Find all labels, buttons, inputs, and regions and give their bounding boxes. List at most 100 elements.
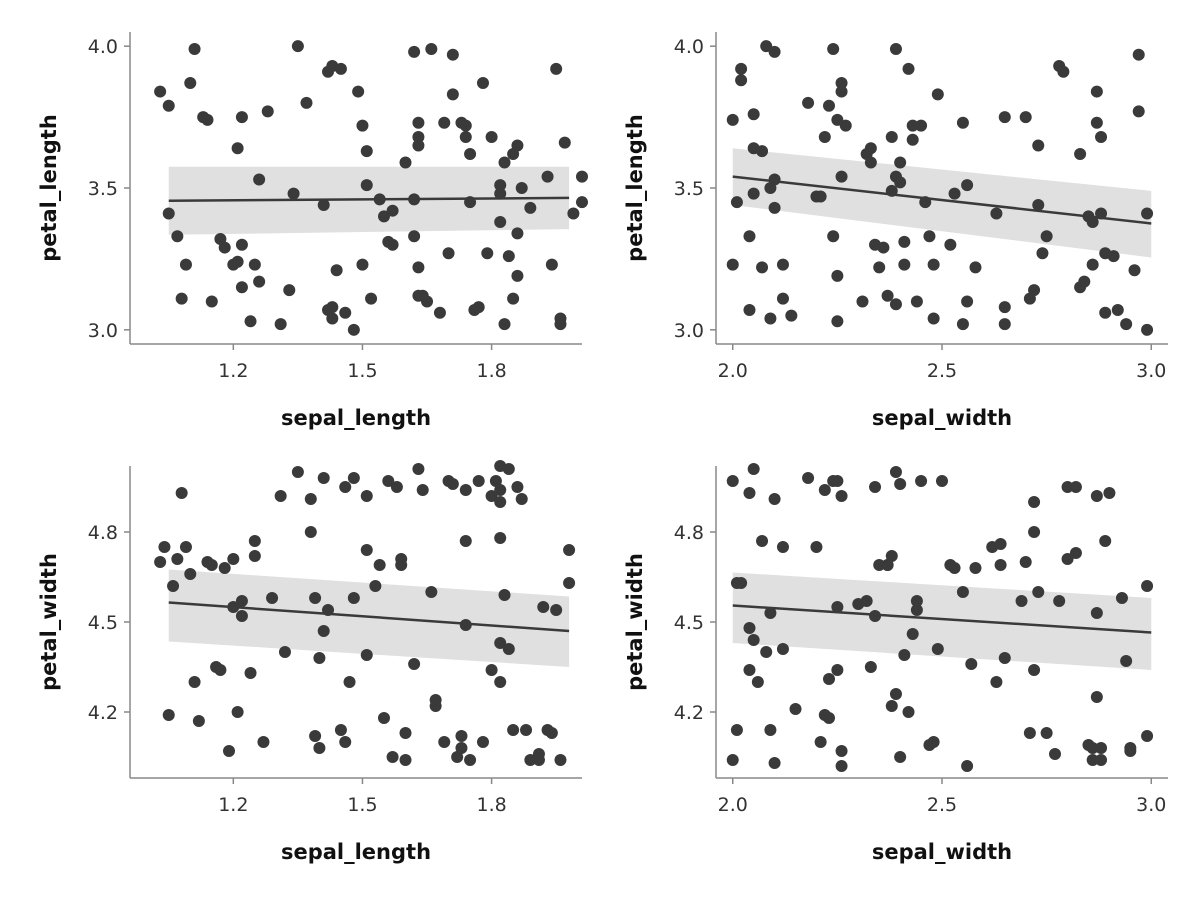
data-point-99 xyxy=(563,577,576,589)
data-point-29 xyxy=(831,269,844,282)
data-point-65 xyxy=(990,676,1003,688)
data-point-86 xyxy=(1090,607,1103,619)
data-point-73 xyxy=(472,301,485,314)
data-point-50 xyxy=(906,628,919,640)
y-tick-label-4-0: 4.0 xyxy=(674,36,704,58)
data-point-93 xyxy=(532,748,545,760)
data-point-42 xyxy=(347,592,360,604)
data-point-61 xyxy=(425,43,438,56)
y-tick-label-4-0: 4.0 xyxy=(88,36,118,58)
data-point-70 xyxy=(998,318,1011,331)
data-point-4 xyxy=(171,553,184,565)
data-point-74 xyxy=(1028,526,1041,538)
data-point-31 xyxy=(309,592,322,604)
x-tick-label-1-8: 1.8 xyxy=(476,360,506,382)
data-point-87 xyxy=(1090,490,1103,502)
data-point-22 xyxy=(253,173,266,186)
data-point-48 xyxy=(373,559,386,571)
data-point-15 xyxy=(768,45,781,58)
data-point-41 xyxy=(877,241,890,254)
data-point-71 xyxy=(998,301,1011,314)
data-point-67 xyxy=(994,559,1007,571)
data-point-94 xyxy=(1107,250,1120,263)
data-point-45 xyxy=(889,43,902,56)
data-point-53 xyxy=(906,133,919,146)
data-point-6 xyxy=(743,303,756,316)
data-point-66 xyxy=(961,295,974,308)
data-point-16 xyxy=(235,238,248,251)
data-point-62 xyxy=(433,306,446,319)
data-point-63 xyxy=(969,562,982,574)
subplot-petal-length-vs-sepal-length: 1.2 1.5 1.8 3.0 3.5 4.0 sepal_length petal_leng… xyxy=(37,32,588,430)
data-point-84 xyxy=(1086,754,1099,766)
data-point-73 xyxy=(1028,496,1041,508)
data-point-82 xyxy=(502,250,515,263)
data-point-85 xyxy=(511,227,524,240)
data-point-46 xyxy=(377,210,390,223)
data-point-88 xyxy=(1090,691,1103,703)
data-point-9 xyxy=(192,715,205,727)
data-point-62 xyxy=(965,658,978,670)
data-point-89 xyxy=(524,201,537,214)
data-point-65 xyxy=(446,48,459,61)
data-point-38 xyxy=(334,724,347,736)
data-point-68 xyxy=(998,652,1011,664)
data-point-3 xyxy=(730,724,743,736)
data-point-78 xyxy=(494,532,507,544)
x-tick-label-1-2: 1.2 xyxy=(218,360,248,382)
subplot-petal-length-vs-sepal-width: 2.0 2.5 3.0 3.0 3.5 4.0 sepal_width petal_lengt… xyxy=(623,32,1168,430)
data-point-43 xyxy=(885,130,898,143)
data-point-97 xyxy=(576,196,588,209)
data-point-28 xyxy=(831,664,844,676)
data-point-14 xyxy=(231,142,244,155)
regression-line xyxy=(168,601,570,633)
data-point-7 xyxy=(743,487,756,499)
data-point-21 xyxy=(253,275,266,288)
data-point-11 xyxy=(205,559,218,571)
data-point-1 xyxy=(726,258,739,271)
data-point-46 xyxy=(360,649,373,661)
data-point-9 xyxy=(747,463,760,475)
data-point-0 xyxy=(154,85,167,98)
confidence-band xyxy=(168,166,570,235)
data-point-89 xyxy=(1090,116,1103,129)
y-tick-label-4-8: 4.8 xyxy=(674,522,704,544)
y-axis-title: petal_width xyxy=(37,553,61,691)
data-point-16 xyxy=(768,757,781,769)
data-point-25 xyxy=(283,284,296,297)
data-point-75 xyxy=(1028,284,1041,297)
data-point-81 xyxy=(498,318,511,331)
data-point-33 xyxy=(835,77,848,90)
data-point-45 xyxy=(360,490,373,502)
data-point-49 xyxy=(894,176,907,189)
data-point-95 xyxy=(1111,303,1124,316)
x-tick-label-1-5: 1.5 xyxy=(347,794,377,816)
data-point-6 xyxy=(184,77,197,90)
data-point-76 xyxy=(485,664,498,676)
data-point-76 xyxy=(1040,727,1053,739)
data-point-49 xyxy=(386,204,399,217)
data-point-63 xyxy=(438,736,451,748)
data-point-43 xyxy=(347,472,360,484)
data-point-2 xyxy=(162,207,175,220)
data-point-63 xyxy=(948,187,961,200)
data-point-52 xyxy=(390,481,403,493)
data-point-101 xyxy=(1141,323,1154,336)
data-point-43 xyxy=(885,700,898,712)
data-point-62 xyxy=(429,694,442,706)
data-point-14 xyxy=(764,607,777,619)
data-point-8 xyxy=(747,187,760,200)
data-point-27 xyxy=(278,646,291,658)
data-point-17 xyxy=(768,173,781,186)
data-point-80 xyxy=(494,676,507,688)
data-point-8 xyxy=(747,634,760,646)
data-point-76 xyxy=(1032,139,1045,152)
data-point-0 xyxy=(726,113,739,126)
data-point-4 xyxy=(735,577,748,589)
subplot-petal-width-vs-sepal-width: 2.0 2.5 3.0 4.2 4.5 4.8 sepal_width petal_width xyxy=(623,463,1168,864)
data-point-11 xyxy=(756,535,769,547)
y-tick-label-3-5: 3.5 xyxy=(88,178,118,200)
data-point-50 xyxy=(382,475,395,487)
confidence-band xyxy=(732,572,1152,670)
data-point-86 xyxy=(1086,216,1099,229)
